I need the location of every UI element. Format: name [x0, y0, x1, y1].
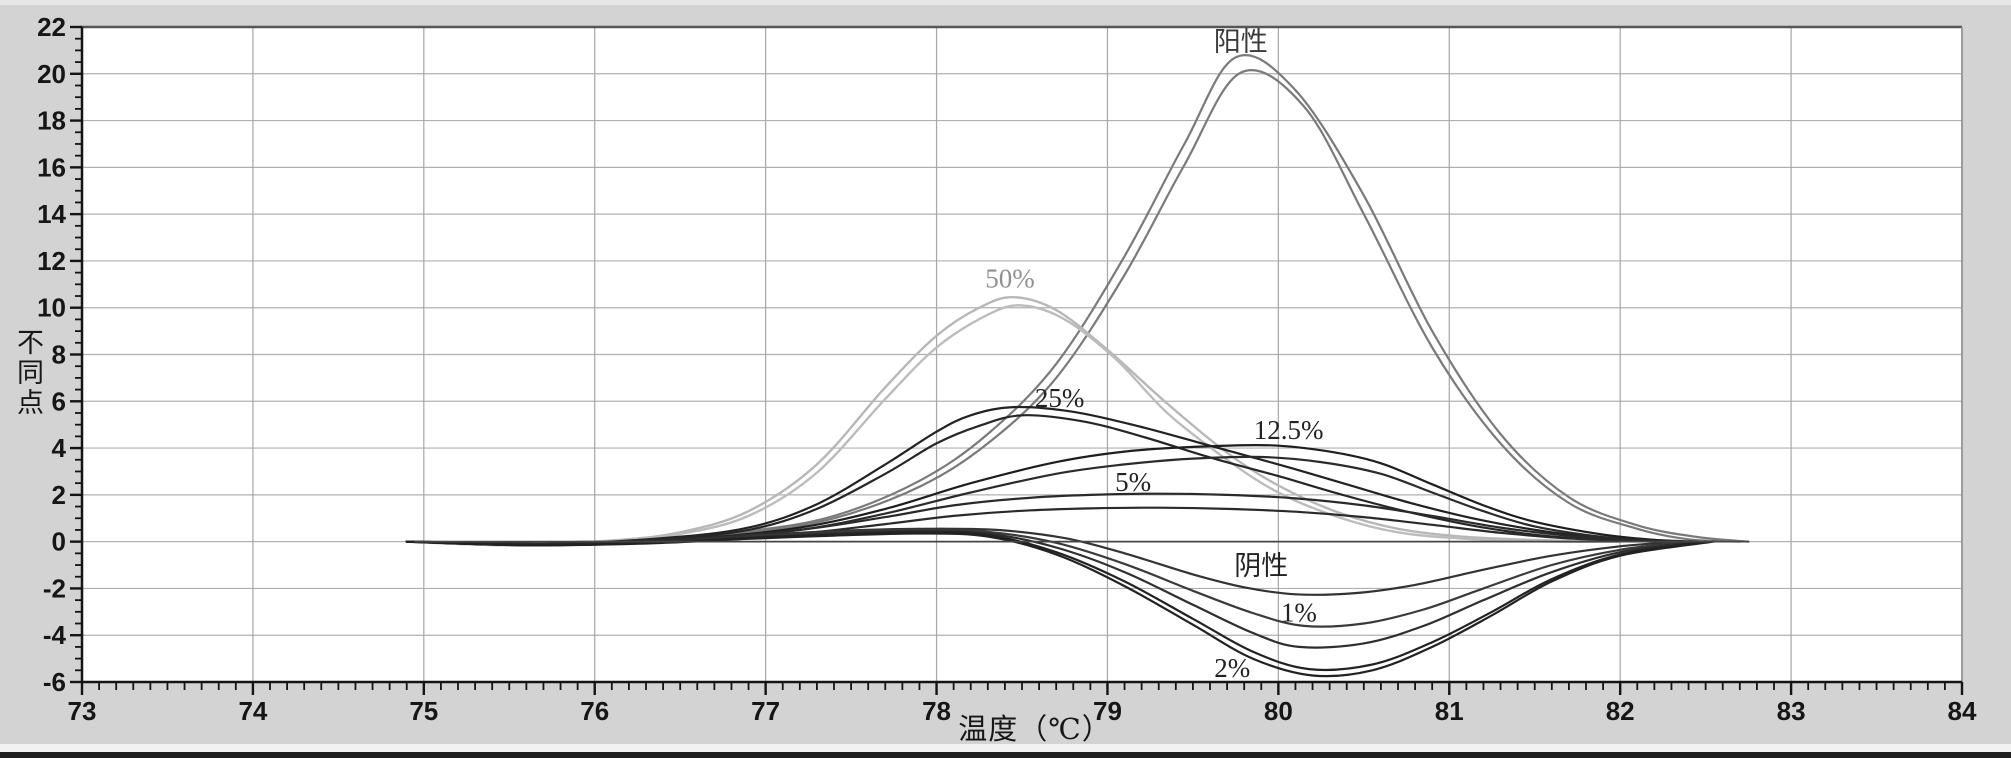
x-tick-label: 80: [1264, 696, 1293, 726]
curve-annotations: 阳性 50% 25% 12.5% 5% 阴性 1% 2%: [985, 27, 1323, 683]
series-curve-pct25-2: [405, 414, 1673, 546]
series-curve-pct50-2: [405, 304, 1622, 547]
series-curve-positive-2: [405, 69, 1741, 544]
y-axis-title: 不同点: [13, 328, 43, 418]
axis-ticks: [70, 25, 1964, 695]
series-curve-pct50-1: [405, 295, 1622, 547]
y-tick-label: 22: [37, 12, 66, 42]
x-tick-label: 84: [1948, 696, 1977, 726]
y-tick-label: 18: [37, 106, 66, 136]
series-curve-pct5-1: [405, 492, 1682, 546]
x-tick-label: 82: [1606, 696, 1635, 726]
y-tick-label: 6: [52, 386, 66, 416]
y-tick-label: 16: [37, 152, 66, 182]
x-tick-label: 78: [922, 696, 951, 726]
y-tick-label: 12: [37, 246, 66, 276]
y-tick-label: -4: [43, 620, 67, 650]
window-bottom-margin: [0, 744, 2011, 752]
annotation-label: 12.5%: [1254, 415, 1324, 445]
y-tick-label: 14: [37, 199, 66, 229]
y-tick-label: 0: [52, 527, 66, 557]
y-tick-label: 4: [52, 433, 67, 463]
x-tick-label: 76: [580, 696, 609, 726]
window-bottom-edge: [0, 752, 2011, 758]
y-tick-label: 10: [37, 293, 66, 323]
annotation-label: 5%: [1115, 467, 1151, 497]
y-tick-label: 8: [52, 340, 66, 370]
series-curves: [405, 54, 1750, 678]
x-tick-label: 77: [751, 696, 780, 726]
x-tick-label: 79: [1093, 696, 1122, 726]
annotation-label: 25%: [1035, 383, 1085, 413]
annotation-label: 2%: [1214, 653, 1250, 683]
x-tick-label: 81: [1435, 696, 1464, 726]
annotation-label: 阳性: [1214, 27, 1268, 57]
y-tick-label: -6: [43, 667, 66, 697]
annotation-label: 50%: [985, 263, 1035, 293]
x-tick-label: 75: [409, 696, 438, 726]
annotation-label: 阴性: [1234, 551, 1288, 581]
y-tick-label: 2: [52, 480, 66, 510]
x-axis-title: 温度（℃）: [958, 714, 1112, 746]
x-tick-label: 74: [238, 696, 267, 726]
x-tick-label: 73: [68, 696, 97, 726]
y-tick-label: -2: [43, 573, 66, 603]
x-tick-label: 83: [1777, 696, 1806, 726]
y-tick-label: 20: [37, 59, 66, 89]
series-curve-pct25-1: [405, 405, 1682, 546]
window-top-edge: [0, 0, 2011, 5]
annotation-label: 1%: [1281, 597, 1317, 627]
